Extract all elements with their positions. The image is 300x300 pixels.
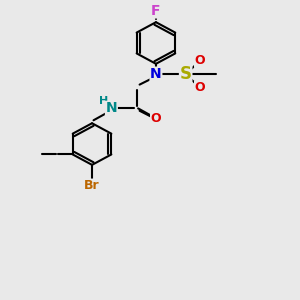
Text: Br: Br <box>84 179 100 192</box>
Text: N: N <box>150 67 162 81</box>
Text: O: O <box>195 54 205 67</box>
Text: O: O <box>195 81 205 94</box>
Text: S: S <box>180 65 192 83</box>
Text: O: O <box>151 112 161 125</box>
Text: H: H <box>99 96 109 106</box>
Text: F: F <box>151 4 161 18</box>
Text: N: N <box>106 101 117 116</box>
